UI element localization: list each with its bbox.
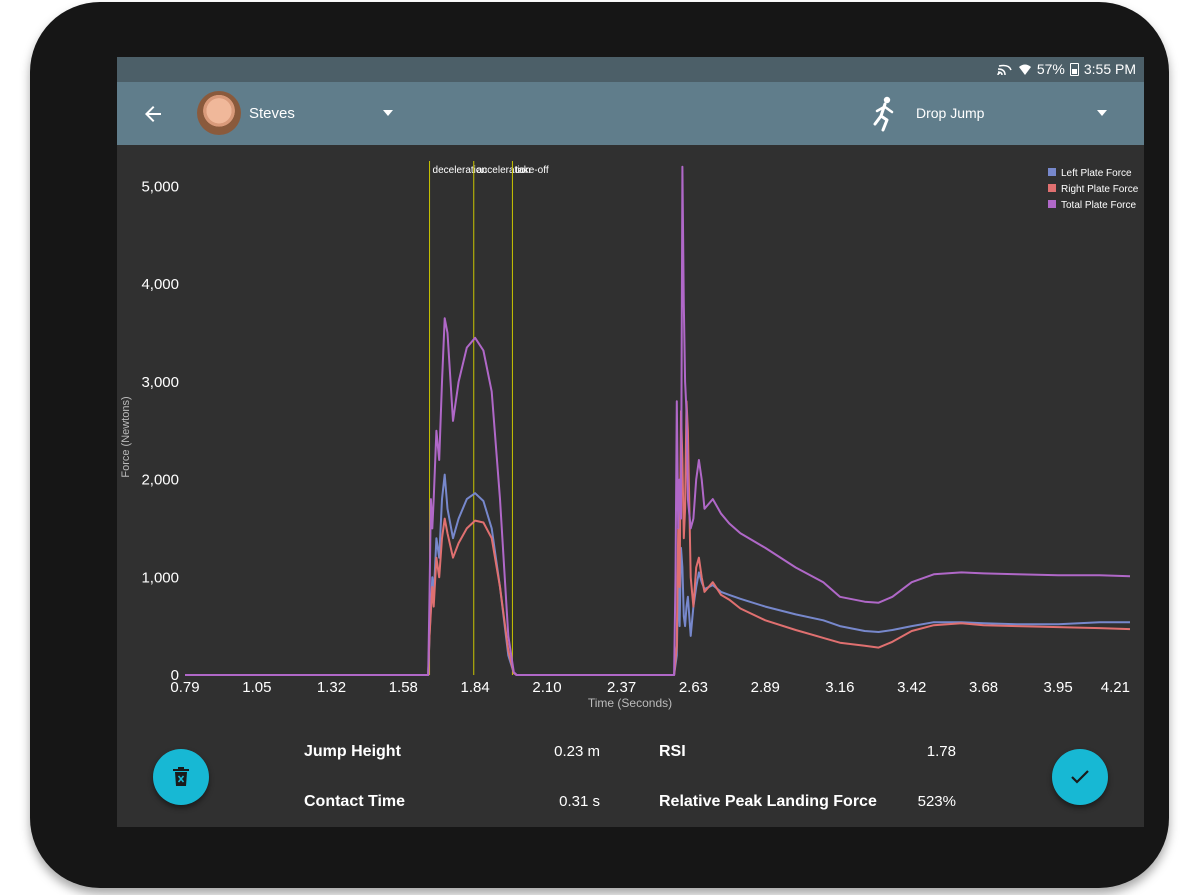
arrow-left-icon[interactable] — [141, 102, 165, 126]
x-tick-label: 1.58 — [389, 679, 418, 696]
y-axis-label: Force (Newtons) — [120, 396, 132, 477]
series-line — [185, 400, 1131, 676]
rsi-label: RSI — [659, 743, 686, 760]
series-line — [185, 165, 1131, 676]
x-tick-label: 3.95 — [1044, 679, 1073, 696]
y-tick-label: 3,000 — [141, 374, 179, 391]
battery-percent: 57% — [1036, 61, 1065, 77]
y-tick-label: 1,000 — [141, 569, 179, 586]
x-axis-label: Time (Seconds) — [588, 696, 672, 710]
check-icon — [1071, 770, 1089, 784]
legend-swatch — [1048, 184, 1056, 192]
screen: 57% 3:55 PM Steves Drop Jump 0 1,000 2,000… — [117, 57, 1144, 827]
legend-entry: Total Plate Force — [1061, 200, 1136, 211]
peak-landing-force-value: 523% — [917, 793, 956, 810]
x-tick-label: 4.21 — [1101, 679, 1130, 696]
y-tick-label: 0 — [171, 667, 179, 684]
phase-marker-label: take-off — [515, 165, 548, 176]
test-type[interactable]: Drop Jump — [916, 105, 985, 121]
contact-time-label: Contact Time — [304, 793, 406, 810]
athlete-dropdown-icon[interactable] — [383, 110, 393, 116]
app-bar: Steves Drop Jump — [117, 82, 1144, 145]
x-tick-label: 1.32 — [317, 679, 346, 696]
battery-icon — [1069, 62, 1079, 76]
cast-icon — [997, 64, 1012, 76]
series-line — [185, 473, 1130, 676]
jump-height-value: 0.23 m — [554, 743, 600, 760]
legend-swatch — [1048, 168, 1056, 176]
y-tick-label: 5,000 — [141, 178, 179, 195]
x-tick-label: 2.63 — [679, 679, 708, 696]
y-tick-label: 4,000 — [141, 276, 179, 293]
x-tick-label: 2.10 — [532, 679, 561, 696]
x-tick-label: 1.84 — [461, 679, 490, 696]
x-tick-label: 3.68 — [969, 679, 998, 696]
avatar[interactable] — [197, 91, 241, 135]
y-tick-label: 2,000 — [141, 472, 179, 489]
legend-swatch — [1048, 200, 1056, 208]
phase-marker-label: acceleration — [477, 165, 531, 176]
running-person-icon — [873, 96, 894, 132]
tablet-frame: 57% 3:55 PM Steves Drop Jump 0 1,000 2,000… — [30, 2, 1169, 888]
force-chart: 0 1,000 2,000 3,000 4,000 5,000 0.79 1.05 1.32 1… — [120, 161, 1139, 710]
athlete-name[interactable]: Steves — [249, 105, 295, 122]
clock: 3:55 PM — [1083, 61, 1136, 77]
legend-entry: Left Plate Force — [1061, 168, 1132, 179]
x-tick-label: 2.37 — [607, 679, 636, 696]
metrics-panel: Jump Height 0.23 m Contact Time 0.31 s R… — [117, 725, 1144, 827]
delete-button[interactable] — [153, 749, 209, 805]
test-dropdown-icon[interactable] — [1097, 110, 1107, 116]
legend-entry: Right Plate Force — [1061, 184, 1139, 195]
confirm-button[interactable] — [1052, 749, 1108, 805]
peak-landing-force-label: Relative Peak Landing Force — [659, 793, 877, 810]
x-tick-label: 3.42 — [897, 679, 926, 696]
phase-marker-label: deceleration — [433, 165, 487, 176]
delete-icon — [173, 767, 189, 786]
contact-time-value: 0.31 s — [559, 793, 600, 810]
status-bar: 57% 3:55 PM — [117, 57, 1144, 82]
jump-height-label: Jump Height — [304, 743, 401, 760]
x-tick-label: 2.89 — [751, 679, 780, 696]
x-tick-label: 3.16 — [825, 679, 854, 696]
x-tick-label: 1.05 — [242, 679, 271, 696]
wifi-icon — [1018, 64, 1031, 75]
rsi-value: 1.78 — [926, 743, 956, 760]
x-tick-label: 0.79 — [170, 679, 199, 696]
